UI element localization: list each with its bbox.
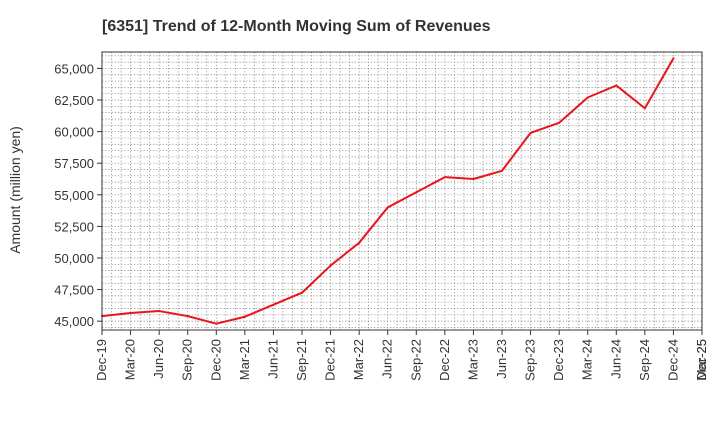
data-point bbox=[186, 315, 189, 318]
y-tick-label: 52,500 bbox=[54, 219, 94, 234]
data-point bbox=[501, 169, 503, 172]
y-tick-label: 60,000 bbox=[54, 125, 94, 140]
x-tick-label: Jun-21 bbox=[265, 339, 280, 379]
y-tick-label: 47,500 bbox=[54, 283, 94, 298]
x-tick-label: Jun-24 bbox=[608, 339, 623, 379]
x-tick-label: Mar-22 bbox=[351, 339, 366, 380]
y-tick-label: 62,500 bbox=[54, 93, 94, 108]
x-tick-label: Sep-21 bbox=[294, 339, 309, 381]
x-tick-label: Mar-23 bbox=[465, 339, 480, 380]
x-tick-label: Sep-23 bbox=[523, 339, 538, 381]
data-point bbox=[415, 191, 418, 194]
data-point bbox=[215, 322, 218, 325]
data-point bbox=[672, 57, 675, 60]
axis-layer: 45,000 47,500 50,000 52,500 55,000 57,500 60,0… bbox=[54, 51, 709, 381]
x-tick-label: Jun-22 bbox=[380, 339, 395, 379]
data-point bbox=[558, 121, 561, 124]
chart-title: [6351] Trend of 12-Month Moving Sum of R… bbox=[102, 18, 491, 35]
x-tick-label: Sep-20 bbox=[180, 339, 195, 381]
y-tick-label: 50,000 bbox=[54, 251, 94, 266]
x-tick-label: Dec-19 bbox=[94, 339, 109, 381]
data-point bbox=[443, 176, 446, 179]
y-axis-label: Amount (million yen) bbox=[7, 126, 23, 254]
x-tick-label: Dec-21 bbox=[323, 339, 338, 381]
data-point bbox=[358, 241, 361, 244]
x-tick-label: Mar-25 bbox=[694, 339, 709, 380]
y-tick-label: 45,000 bbox=[54, 314, 94, 329]
x-tick-label: Jun-23 bbox=[494, 339, 509, 379]
x-tick-label: Dec-24 bbox=[665, 339, 680, 381]
x-tick-label: Dec-22 bbox=[437, 339, 452, 381]
data-point bbox=[386, 206, 389, 209]
x-tick-label: Dec-25 bbox=[694, 339, 709, 381]
data-point bbox=[158, 310, 161, 313]
data-point bbox=[243, 315, 246, 318]
x-tick-label: Mar-24 bbox=[580, 339, 595, 380]
data-point bbox=[586, 96, 589, 99]
x-tick-label: Jun-20 bbox=[151, 339, 166, 379]
x-tick-label: Mar-21 bbox=[237, 339, 252, 380]
y-tick-label: 57,500 bbox=[54, 156, 94, 171]
y-tick-label: 65,000 bbox=[54, 61, 94, 76]
data-point bbox=[643, 107, 646, 110]
data-point bbox=[615, 84, 618, 87]
data-point bbox=[129, 311, 132, 314]
data-point bbox=[472, 177, 475, 180]
grid-layer bbox=[102, 52, 702, 330]
data-point bbox=[272, 303, 275, 306]
data-point bbox=[301, 291, 303, 294]
x-tick-label: Dec-20 bbox=[208, 339, 223, 381]
data-point bbox=[329, 264, 332, 267]
series-layer bbox=[101, 57, 675, 325]
x-tick-label: Sep-24 bbox=[637, 339, 652, 381]
x-tick-label: Mar-20 bbox=[123, 339, 138, 380]
x-tick-label: Dec-23 bbox=[551, 339, 566, 381]
plot-frame bbox=[101, 51, 703, 331]
x-tick-label: Sep-22 bbox=[408, 339, 423, 381]
y-tick-label: 55,000 bbox=[54, 188, 94, 203]
data-point bbox=[529, 131, 532, 134]
